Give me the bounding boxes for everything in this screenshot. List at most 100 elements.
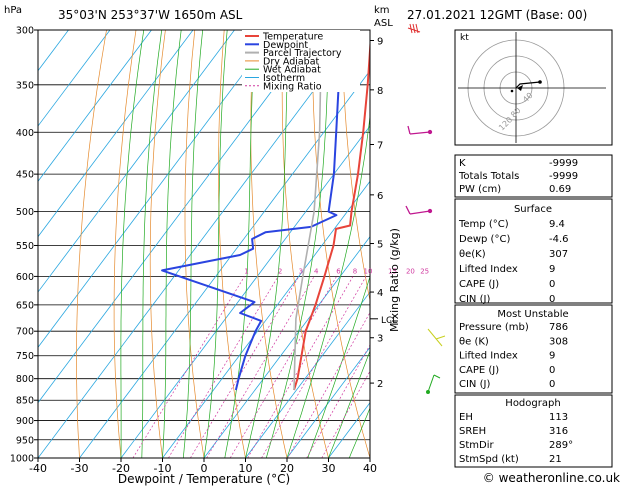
mixing-ratio-label: 15 — [388, 267, 397, 275]
legend-label: Temperature — [262, 32, 323, 43]
table-row-value: -4.6 — [549, 234, 569, 245]
table-row-value: 316 — [549, 426, 568, 437]
mixing-ratio-label: 4 — [314, 267, 319, 275]
legend-label: Dry Adiabat — [263, 56, 320, 67]
temp-tick-label: 40 — [363, 462, 377, 475]
temp-tick-label: -10 — [154, 462, 172, 475]
dry-adiabat-line — [341, 30, 370, 303]
location-title: 35°03'N 253°37'W 1650m ASL — [58, 8, 243, 22]
dry-adiabat-line — [76, 30, 107, 458]
surface-box — [454, 198, 613, 304]
isotherm-line — [120, 125, 370, 458]
pressure-tick-label: 300 — [16, 26, 34, 37]
legend-label: Wet Adiabat — [263, 65, 321, 76]
mixing-ratio-label: 1 — [244, 267, 248, 275]
mixing-ratio-line — [168, 276, 279, 458]
temp-tick-label: 20 — [280, 462, 294, 475]
background-lines — [38, 30, 453, 458]
table-row-label: CAPE (J) — [459, 279, 499, 290]
wet-adiabat-line — [162, 30, 182, 458]
wet-adiabat-line — [182, 30, 204, 458]
dry-adiabat-line — [218, 30, 246, 458]
dry-adiabat-line — [250, 30, 288, 458]
mixing-ratio-line — [306, 344, 370, 458]
pressure-tick-label: 400 — [16, 128, 34, 139]
table-row-label: StmSpd (kt) — [459, 454, 519, 465]
table-row-value: 9.4 — [549, 219, 565, 230]
pressure-tick-label: 500 — [16, 207, 34, 218]
km-tick-label: 5 — [377, 240, 383, 251]
temp-tick-label: 10 — [239, 462, 253, 475]
table-row-label: CAPE (J) — [459, 365, 499, 376]
wind-barb-800 — [426, 374, 441, 394]
table-row-label: EH — [459, 412, 473, 423]
table-row-label: Totals Totals — [458, 171, 519, 182]
pressure-tick-label: 800 — [16, 374, 34, 385]
table-row-value: 0.69 — [549, 184, 571, 195]
temperature-line — [293, 35, 370, 391]
mixing-ratio-line — [261, 276, 367, 458]
temp-tick-label: -30 — [71, 462, 89, 475]
table-row-label: Lifted Index — [459, 351, 518, 362]
wet-adiabat-line — [224, 30, 256, 458]
isotherm-line — [38, 30, 235, 293]
isotherm-line — [38, 30, 360, 458]
legend-label: Dewpoint — [263, 40, 308, 51]
pressure-tick-label: 450 — [16, 170, 34, 181]
mixing-ratio-label: 10 — [364, 267, 373, 275]
hodograph-title: Hodograph — [505, 398, 560, 409]
wet-adiabat-line — [328, 349, 370, 458]
mixing-ratio-label: 20 — [406, 267, 415, 275]
isotherm-line — [38, 30, 69, 72]
table-row-label: CIN (J) — [459, 379, 490, 390]
lcl-label: LCL — [381, 316, 397, 326]
hodograph: kt 40 80 120 — [454, 29, 613, 146]
wind-barb-700 — [427, 328, 446, 347]
most-unstable-title: Most Unstable — [497, 309, 568, 320]
mixing-ratio-label: 3 — [299, 267, 303, 275]
km-tick-label: 3 — [377, 334, 383, 345]
wet-adiabat-line — [203, 30, 228, 458]
table-row-value: 0 — [549, 379, 555, 390]
wet-adiabat-line — [120, 30, 145, 458]
temp-tick-label: -20 — [112, 462, 130, 475]
most-unstable-box — [454, 304, 613, 394]
isotherm-line — [38, 30, 194, 238]
mixing-ratio-label: 8 — [353, 267, 357, 275]
table-row-label: SREH — [459, 426, 486, 437]
km-tick-label: 6 — [377, 191, 383, 202]
table-row-label: StmDir — [459, 440, 494, 451]
isotherm-line — [38, 30, 318, 404]
asl-label: ASL — [374, 18, 393, 29]
surface-title: Surface — [514, 204, 552, 215]
table-row-label: CIN (J) — [459, 294, 490, 305]
mixing-ratio-line — [321, 370, 370, 458]
isotherm-line — [79, 70, 370, 458]
wet-adiabat-line — [141, 30, 163, 458]
y-axis-title: Mixing Ratio (g/kg) — [388, 228, 401, 332]
pressure-tick-label: 750 — [16, 351, 34, 362]
pressure-tick-label: 600 — [16, 272, 34, 283]
km-label: km — [374, 5, 390, 16]
hodograph-kt-label: kt — [460, 33, 469, 43]
wet-adiabat-line — [265, 30, 330, 458]
km-tick-label: 4 — [377, 288, 383, 299]
isotherm-line — [245, 291, 370, 458]
table-row-value: 0 — [549, 365, 555, 376]
pressure-tick-label: 700 — [16, 327, 34, 338]
wet-adiabat-line — [348, 407, 370, 458]
dry-adiabat-line — [113, 30, 137, 458]
wet-adiabat-line — [307, 275, 370, 458]
table-row-label: Temp (°C) — [458, 219, 509, 230]
table-row-value: 307 — [549, 249, 568, 260]
mixing-ratio-label: 25 — [420, 267, 429, 275]
legend-label: Isotherm — [263, 73, 305, 84]
km-tick-label: 9 — [377, 37, 383, 48]
temp-tick-label: -40 — [29, 462, 47, 475]
pressure-tick-label: 950 — [16, 435, 34, 446]
table-row-value: 0 — [549, 279, 555, 290]
temp-tick-label: 0 — [201, 462, 208, 475]
legend-label: Parcel Trajectory — [263, 48, 342, 59]
pressure-tick-label: 850 — [16, 396, 34, 407]
dry-adiabat-line — [371, 30, 453, 458]
